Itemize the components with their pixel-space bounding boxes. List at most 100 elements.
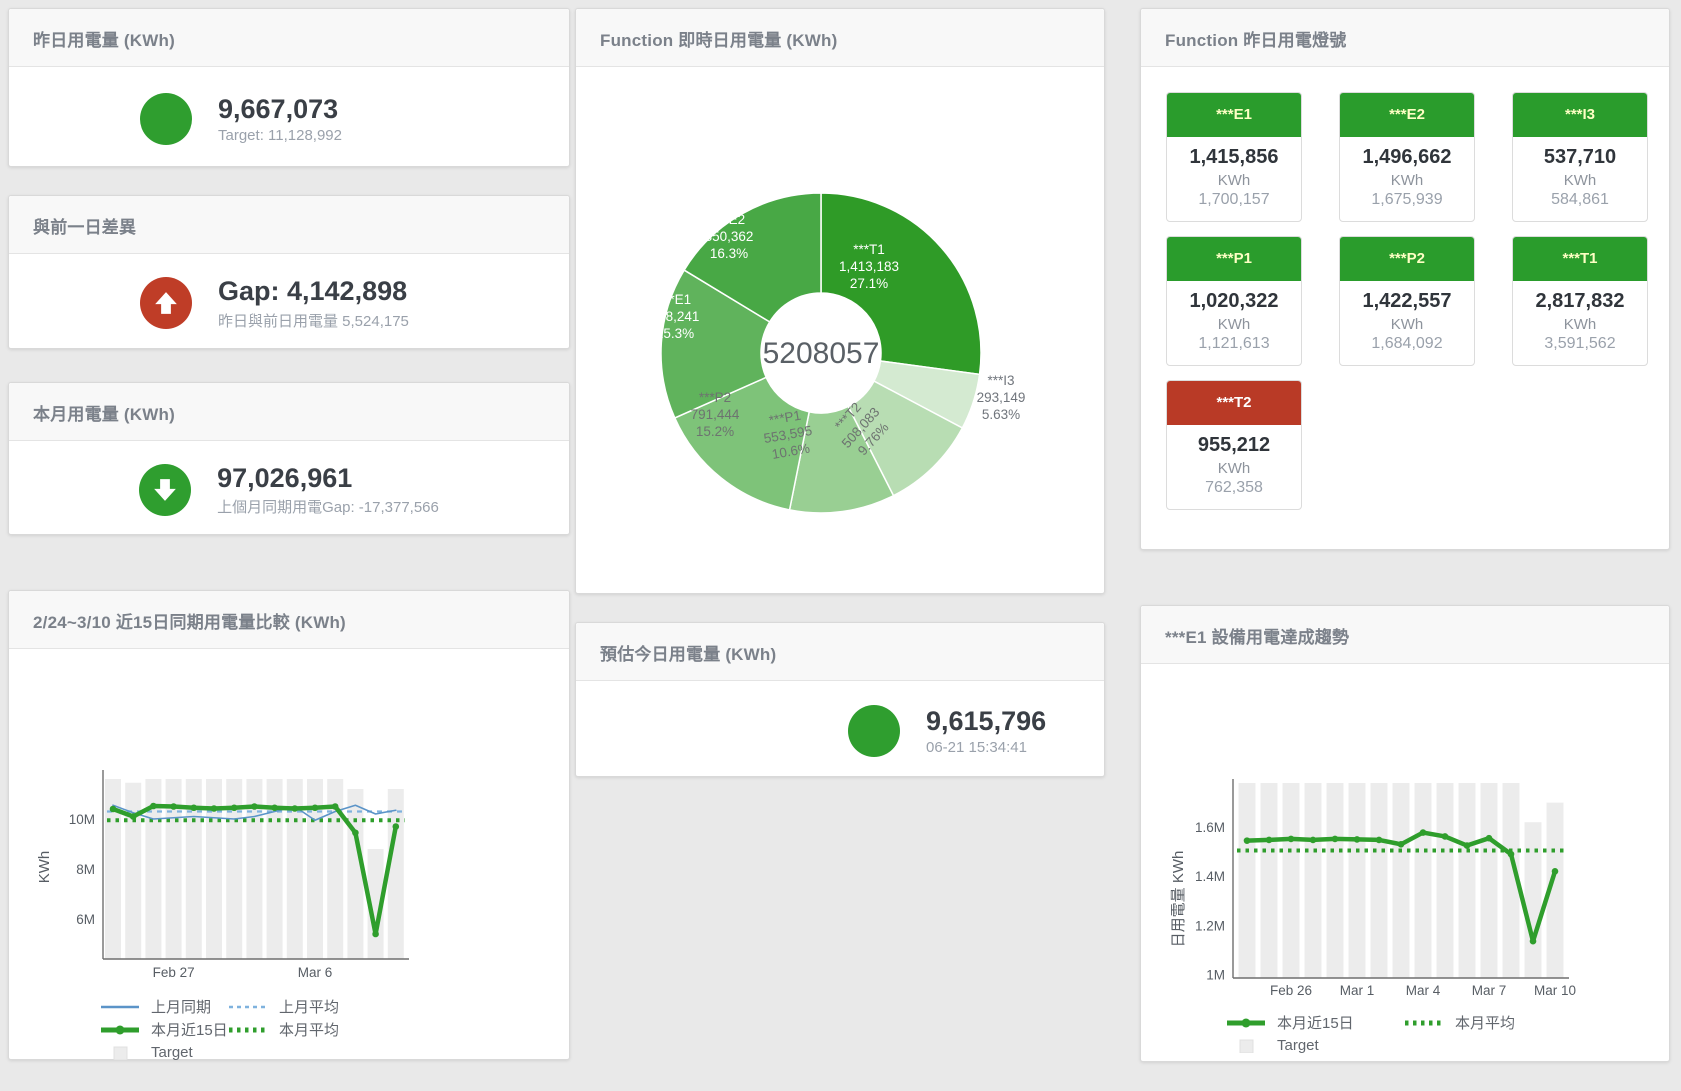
series-point [1331,835,1339,843]
light-tile-P2: ***P2 1,422,557 KWh 1,684,092 [1339,236,1475,366]
x-tick-label: Mar 4 [1406,983,1441,998]
panel-status-lights: Function 昨日用電燈號 ***E1 1,415,856 KWh 1,700,1… [1140,8,1670,550]
series-point [392,823,400,830]
target-bar [1238,783,1256,978]
target-bar [1458,783,1476,978]
compare-line-chart: 6M 8M 10M Feb 27 Mar 6 KWh [36,770,409,980]
target-bar [1480,783,1498,978]
donut-center-total: 5208057 [763,337,880,370]
svg-text:15.2%: 15.2% [696,424,734,439]
tile-unit: KWh [1217,460,1251,477]
series-point [251,803,258,810]
series-point [230,804,238,812]
target-bar [246,779,263,959]
target-bar [1348,783,1366,978]
panel-title: 昨日用電量 (KWh) [9,9,569,67]
series-point [271,804,278,812]
target-bar [347,789,364,959]
tile-value: 537,710 [1543,146,1617,168]
x-tick-label: Mar 7 [1472,983,1507,998]
y-tick-label: 8M [76,862,95,877]
tile-status-header: ***I3 [1513,93,1647,137]
green-dot-icon [848,704,900,757]
series-point [109,805,117,813]
y-tick-label: 1.2M [1195,918,1225,933]
svg-text:15.3%: 15.3% [656,326,694,341]
y-axis-title: 日用電量 KWh [1170,851,1187,948]
legend-label: 本月平均 [279,1022,340,1039]
series-line [112,804,397,822]
y-tick-label: 1M [1206,967,1225,982]
light-tile-T2: ***T2 955,212 KWh 762,358 [1166,380,1302,510]
series-point [1463,842,1471,849]
legend-swatch-thick-icon [1227,1018,1265,1027]
legend-item: 上月同期 [101,995,229,1018]
donut-slice-label: ***P2 791,444 15.2% [691,390,740,439]
panel-title: 預估今日用電量 (KWh) [576,623,1104,681]
svg-text:27.1%: 27.1% [850,276,888,291]
light-tile-P1: ***P1 1,020,322 KWh 1,121,613 [1166,236,1302,366]
panel-month-usage: 本月用電量 (KWh) 97,026,961 上個月同期用電Gap: -17,3… [8,382,570,535]
tile-value: 955,212 [1197,434,1271,456]
legend-swatch-thick-icon [101,1025,139,1034]
y-tick-label: 6M [76,912,95,927]
panel-realtime-donut: Function 即時日用電量 (KWh) ***T1 1,413,183 27.1… [575,8,1105,594]
legend-label: 上月同期 [151,999,212,1016]
tile-value: 1,496,662 [1362,146,1452,168]
target-bar [367,849,384,959]
donut-slice-E1 [660,269,771,419]
series-point [190,804,198,812]
stat-subtext: 上個月同期用電Gap: -17,377,566 [217,499,439,517]
chart-legend: 本月近15日 本月平均 Target [1227,1011,1607,1057]
series-point [1397,841,1405,848]
panel-title: ***E1 設備用電達成趨勢 [1141,606,1669,664]
series-point [1353,836,1361,843]
legend-label: 本月近15日 [1277,1015,1354,1032]
light-tile-T1: ***T1 2,817,832 KWh 3,591,562 [1512,236,1648,366]
donut-slice-label: ***E1 798,241 15.3% [651,292,700,341]
light-tile-E1: ***E1 1,415,856 KWh 1,700,157 [1166,92,1302,222]
target-bar [1282,783,1300,978]
tile-value: 1,415,856 [1189,146,1279,168]
series-point [1287,835,1295,843]
tile-unit: KWh [1390,316,1424,333]
stat-subtext: Target: 11,128,992 [218,127,342,145]
target-bar [1414,783,1432,978]
legend-label: Target [1277,1037,1319,1054]
series-point [291,805,299,812]
tile-target-value: 3,591,562 [1544,335,1616,352]
tile-status-header: ***T2 [1167,381,1301,425]
legend-swatch-line-icon [101,1005,139,1008]
svg-text:***E2: ***E2 [713,212,745,227]
legend-item: 本月近15日 [1227,1011,1405,1034]
tile-status-header: ***T1 [1513,237,1647,281]
tile-status-header: ***E1 [1167,93,1301,137]
panel-day-gap: 與前一日差異 Gap: 4,142,898 昨日與前日用電量 5,524,175 [8,195,570,349]
target-bar [387,789,404,959]
series-point [1441,833,1449,840]
donut-chart: ***T1 1,413,183 27.1% ***I3 293,149 5.63% ***T… [651,192,1026,514]
target-bar [1370,783,1388,978]
target-bar [286,779,303,959]
x-tick-label: Mar 6 [298,965,333,980]
stat-value: 9,667,073 [218,93,339,124]
x-tick-label: Feb 27 [153,965,195,980]
svg-text:***P2: ***P2 [699,390,731,405]
legend-swatch-dash-icon [229,1005,267,1008]
target-bar [226,779,243,959]
target-bar [1326,783,1344,978]
tile-target-value: 1,684,092 [1371,335,1443,352]
legend-item: 本月平均 [229,1018,357,1041]
legend-item: Target [1227,1034,1405,1057]
legend-label: 本月近15日 [151,1022,228,1039]
donut-slice-E2 [683,192,822,323]
trend-line-chart: 1M 1.2M 1.4M 1.6M Feb 26 Mar 1 Mar 4 Mar 7 Mar 1… [1170,779,1576,998]
series-point [150,802,157,810]
panel-compare-chart: 2/24~3/10 近15日同期用電量比較 (KWh) 6M 8M 10M Feb 2… [8,590,570,1061]
target-bar [125,782,142,959]
series-point [129,813,137,820]
donut-slice-label: ***I3 293,149 5.63% [977,373,1026,422]
stat-body: 97,026,961 上個月同期用電Gap: -17,377,566 [9,441,569,538]
legend-label: 上月平均 [279,999,340,1016]
y-tick-label: 1.6M [1195,820,1225,835]
